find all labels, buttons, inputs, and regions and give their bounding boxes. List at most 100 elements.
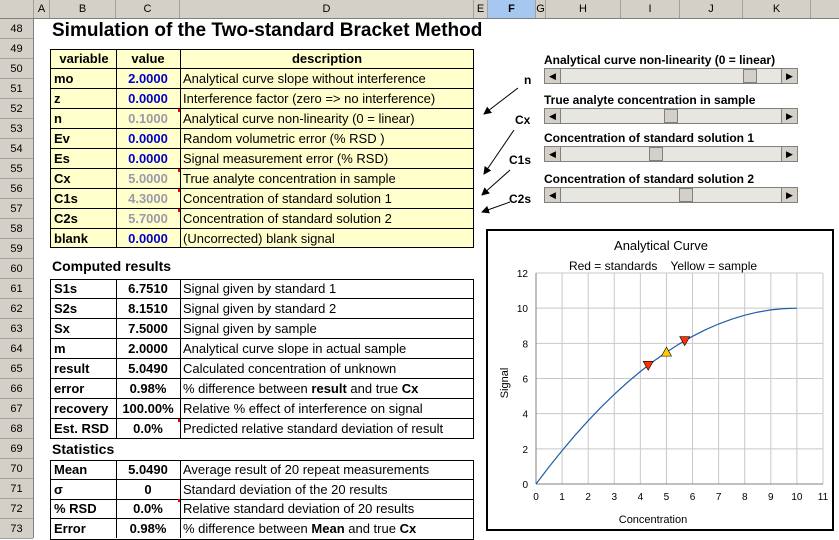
row-header[interactable]: 48 bbox=[0, 19, 33, 39]
row-divider bbox=[50, 168, 474, 169]
select-all-corner[interactable] bbox=[0, 0, 34, 18]
parameter-scrollbar[interactable]: ◀ ▶ bbox=[544, 68, 798, 84]
column-header-k[interactable]: K bbox=[743, 0, 811, 18]
comment-indicator[interactable] bbox=[178, 109, 181, 112]
description-part: result bbox=[311, 381, 347, 396]
computed-description: Analytical curve slope in actual sample bbox=[183, 341, 407, 356]
x-tick-label: 3 bbox=[611, 492, 617, 503]
comment-indicator[interactable] bbox=[178, 209, 181, 212]
stats-value: 0 bbox=[144, 481, 152, 497]
parameter-scrollbar[interactable]: ◀ ▶ bbox=[544, 187, 798, 203]
scroll-thumb[interactable] bbox=[678, 188, 693, 202]
slider-label: Concentration of standard solution 1 bbox=[544, 131, 755, 145]
row-divider bbox=[50, 499, 474, 500]
column-header-a[interactable]: A bbox=[34, 0, 50, 18]
row-header[interactable]: 59 bbox=[0, 239, 33, 259]
scroll-left-button[interactable]: ◀ bbox=[545, 147, 561, 161]
parameter-scrollbar[interactable]: ◀ ▶ bbox=[544, 146, 798, 162]
arrow-label-n: n bbox=[524, 73, 532, 87]
column-header-d[interactable]: D bbox=[180, 0, 474, 18]
row-header[interactable]: 60 bbox=[0, 259, 33, 279]
scroll-thumb[interactable] bbox=[664, 109, 678, 123]
row-header[interactable]: 61 bbox=[0, 279, 33, 299]
row-header[interactable]: 70 bbox=[0, 459, 33, 479]
input-value-cell[interactable]: 0.0000 bbox=[128, 231, 168, 246]
row-header[interactable]: 68 bbox=[0, 419, 33, 439]
scroll-left-button[interactable]: ◀ bbox=[545, 69, 561, 83]
input-value-cell[interactable]: 2.0000 bbox=[128, 71, 168, 86]
row-header[interactable]: 66 bbox=[0, 379, 33, 399]
row-header[interactable]: 67 bbox=[0, 399, 33, 419]
column-header-j[interactable]: J bbox=[680, 0, 743, 18]
row-header[interactable]: 64 bbox=[0, 339, 33, 359]
scroll-right-button[interactable]: ▶ bbox=[781, 147, 797, 161]
input-value-cell[interactable]: 0.0000 bbox=[128, 131, 168, 146]
row-header[interactable]: 52 bbox=[0, 99, 33, 119]
scroll-left-button[interactable]: ◀ bbox=[545, 188, 561, 202]
column-header-i[interactable]: I bbox=[621, 0, 680, 18]
row-header[interactable]: 65 bbox=[0, 359, 33, 379]
column-header-h[interactable]: H bbox=[546, 0, 621, 18]
arrow-label-c2s: C2s bbox=[509, 192, 532, 206]
scroll-right-button[interactable]: ▶ bbox=[781, 188, 797, 202]
row-header[interactable]: 49 bbox=[0, 39, 33, 59]
column-header-b[interactable]: B bbox=[50, 0, 116, 18]
column-header-g[interactable]: G bbox=[536, 0, 546, 18]
computed-description: Relative % effect of interference on sig… bbox=[183, 401, 423, 416]
row-header[interactable]: 57 bbox=[0, 199, 33, 219]
comment-indicator[interactable] bbox=[178, 189, 181, 192]
row-header[interactable]: 63 bbox=[0, 319, 33, 339]
input-value-cell[interactable]: 0.0000 bbox=[128, 91, 168, 106]
description-part: and true bbox=[344, 520, 400, 536]
row-header[interactable]: 69 bbox=[0, 439, 33, 459]
stats-value: 0.0% bbox=[133, 501, 163, 516]
row-header[interactable]: 54 bbox=[0, 139, 33, 159]
input-variable: Cx bbox=[54, 171, 71, 186]
column-header-c[interactable]: C bbox=[116, 0, 180, 18]
parameter-scrollbar[interactable]: ◀ ▶ bbox=[544, 108, 798, 124]
input-value-cell[interactable]: 0.1000 bbox=[128, 111, 168, 126]
input-value-cell[interactable]: 0.0000 bbox=[128, 151, 168, 166]
comment-indicator[interactable] bbox=[178, 419, 181, 422]
row-header[interactable]: 55 bbox=[0, 159, 33, 179]
comment-indicator[interactable] bbox=[178, 499, 181, 502]
analytical-curve-chart[interactable]: Analytical Curve Red = standards Yellow … bbox=[486, 229, 834, 531]
row-header[interactable]: 58 bbox=[0, 219, 33, 239]
column-header-e[interactable]: E bbox=[474, 0, 488, 18]
scroll-right-button[interactable]: ▶ bbox=[781, 109, 797, 123]
row-header[interactable]: 62 bbox=[0, 299, 33, 319]
sample-point bbox=[660, 346, 672, 357]
row-header[interactable]: 51 bbox=[0, 79, 33, 99]
row-divider bbox=[50, 398, 474, 399]
input-value-cell[interactable]: 5.0000 bbox=[128, 171, 168, 186]
scroll-thumb[interactable] bbox=[743, 69, 758, 83]
row-divider bbox=[50, 338, 474, 339]
comment-indicator[interactable] bbox=[178, 169, 181, 172]
row-header[interactable]: 50 bbox=[0, 59, 33, 79]
chart-svg: Analytical Curve Red = standards Yellow … bbox=[499, 238, 829, 526]
row-divider bbox=[50, 228, 474, 229]
column-header-f[interactable]: F bbox=[488, 0, 536, 18]
row-header[interactable]: 72 bbox=[0, 499, 33, 519]
chart-subtitle: Red = standards Yellow = sample bbox=[569, 259, 757, 273]
computed-value: 6.7510 bbox=[128, 281, 168, 296]
x-tick-label: 6 bbox=[690, 492, 696, 503]
row-divider bbox=[50, 518, 474, 519]
computed-variable: S2s bbox=[54, 301, 78, 316]
input-value-cell[interactable]: 5.7000 bbox=[128, 211, 168, 226]
computed-variable: error bbox=[54, 381, 85, 396]
scroll-right-button[interactable]: ▶ bbox=[781, 69, 797, 83]
y-tick-label: 12 bbox=[517, 269, 529, 280]
input-value-cell[interactable]: 4.3000 bbox=[128, 191, 168, 206]
row-header[interactable]: 71 bbox=[0, 479, 33, 499]
y-tick-label: 6 bbox=[522, 375, 528, 386]
scroll-left-button[interactable]: ◀ bbox=[545, 109, 561, 123]
row-divider bbox=[50, 318, 474, 319]
scroll-thumb[interactable] bbox=[649, 147, 664, 161]
row-header[interactable]: 53 bbox=[0, 119, 33, 139]
arrow-cx bbox=[483, 129, 515, 175]
row-header[interactable]: 73 bbox=[0, 519, 33, 539]
x-tick-label: 2 bbox=[585, 492, 591, 503]
row-header[interactable]: 56 bbox=[0, 179, 33, 199]
row-divider bbox=[50, 68, 474, 69]
